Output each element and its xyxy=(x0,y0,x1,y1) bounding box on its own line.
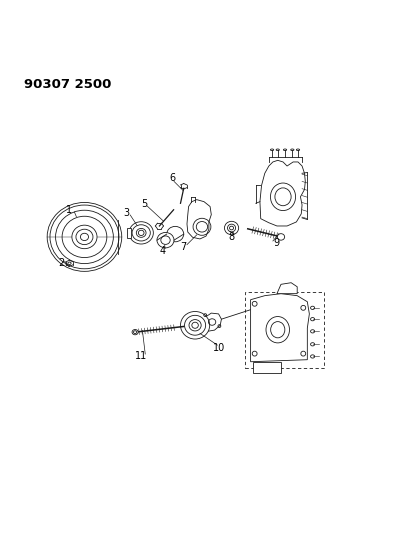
Ellipse shape xyxy=(157,232,174,248)
Text: 4: 4 xyxy=(160,246,166,256)
Polygon shape xyxy=(187,200,211,239)
Text: 1: 1 xyxy=(67,205,73,215)
Ellipse shape xyxy=(129,222,153,244)
Ellipse shape xyxy=(180,311,210,339)
Polygon shape xyxy=(202,313,222,332)
Text: 8: 8 xyxy=(228,232,235,243)
Ellipse shape xyxy=(72,225,97,249)
Text: 5: 5 xyxy=(141,199,147,209)
Ellipse shape xyxy=(80,233,89,240)
Text: 2: 2 xyxy=(58,259,64,268)
Text: 3: 3 xyxy=(123,208,129,218)
Text: 6: 6 xyxy=(169,173,175,183)
Ellipse shape xyxy=(224,221,239,235)
Ellipse shape xyxy=(47,203,122,271)
Text: 7: 7 xyxy=(180,242,186,252)
Text: 10: 10 xyxy=(213,343,226,353)
Polygon shape xyxy=(127,228,131,238)
Polygon shape xyxy=(277,282,297,294)
Text: 9: 9 xyxy=(273,238,279,248)
Polygon shape xyxy=(260,160,305,226)
Ellipse shape xyxy=(132,329,138,335)
Polygon shape xyxy=(251,294,309,362)
Text: 90307 2500: 90307 2500 xyxy=(24,78,111,91)
Ellipse shape xyxy=(68,262,71,264)
Text: 11: 11 xyxy=(135,351,147,361)
Polygon shape xyxy=(253,362,281,373)
Ellipse shape xyxy=(136,229,146,237)
Ellipse shape xyxy=(189,320,201,331)
Ellipse shape xyxy=(277,233,285,240)
Bar xyxy=(244,292,324,368)
